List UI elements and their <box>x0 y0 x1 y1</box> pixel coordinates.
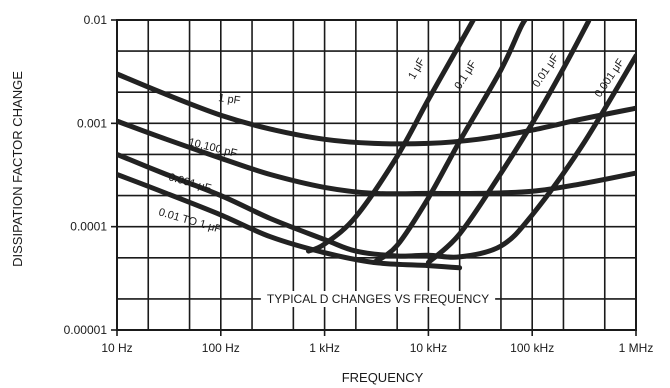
x-tick-label: 1 MHz <box>619 341 654 355</box>
curve-label: 0.1 μF <box>452 58 479 91</box>
curves <box>117 20 636 271</box>
series-line-0-01-to-1-f <box>117 172 463 271</box>
tick-labels: 10 Hz 100 Hz 1 kHz 10 kHz 100 kHz 1 MHz 0.01 0.… <box>64 13 654 355</box>
y-tick-label: 0.001 <box>77 116 107 130</box>
chart-annotation: TYPICAL D CHANGES VS FREQUENCY <box>267 292 489 306</box>
series-line-1-f <box>306 20 477 254</box>
x-tick-label: 1 kHz <box>309 341 340 355</box>
curve-label: 1 μF <box>406 56 428 81</box>
x-axis-title: FREQUENCY <box>342 370 424 385</box>
y-axis-title: DISSIPATION FACTOR CHANGE <box>10 71 25 267</box>
annotation-background <box>260 291 496 307</box>
x-tick-label: 10 kHz <box>410 341 447 355</box>
series-line-0-1-f <box>371 20 528 265</box>
x-tick-label: 10 Hz <box>101 341 132 355</box>
series-line-0-01-f <box>425 20 592 265</box>
y-tick-label: 0.00001 <box>64 323 108 337</box>
y-tick-label: 0.01 <box>84 13 108 27</box>
series-line-1-pf <box>117 71 636 147</box>
x-tick-label: 100 Hz <box>202 341 240 355</box>
y-tick-label: 0.0001 <box>70 220 107 234</box>
x-tick-label: 100 kHz <box>510 341 554 355</box>
plot-frame <box>116 19 637 331</box>
series-line-0-001-f <box>117 53 636 260</box>
curve-label: 1 pF <box>218 92 242 107</box>
